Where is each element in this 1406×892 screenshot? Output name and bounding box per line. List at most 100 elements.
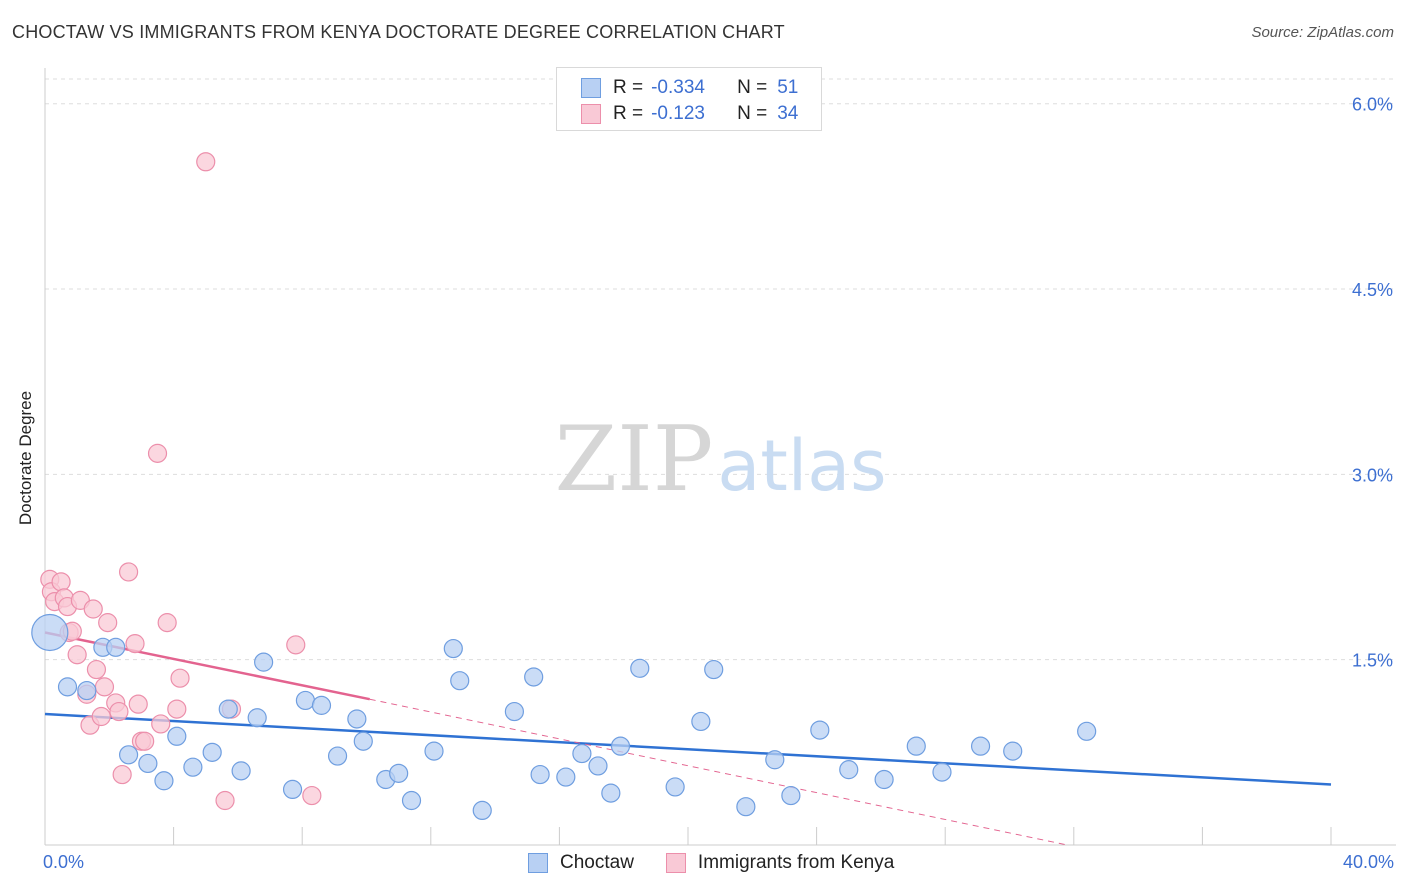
kenya-point bbox=[98, 613, 118, 633]
choctaw-point bbox=[231, 761, 251, 781]
series-name-choctaw: Choctaw bbox=[560, 852, 634, 873]
choctaw-point bbox=[167, 726, 187, 746]
series-name-kenya: Immigrants from Kenya bbox=[697, 852, 895, 873]
choctaw-point bbox=[691, 711, 711, 732]
choctaw-point bbox=[450, 671, 470, 691]
legend-row-choctaw: R = -0.334 N = 51 bbox=[581, 76, 798, 100]
legend-n-value: 51 bbox=[777, 77, 799, 98]
choctaw-point bbox=[183, 757, 203, 777]
choctaw-point bbox=[202, 742, 222, 762]
choctaw-point bbox=[765, 750, 785, 770]
series-legend-choctaw[interactable]: Choctaw bbox=[528, 852, 634, 874]
kenya-point bbox=[147, 443, 168, 463]
choctaw-point bbox=[57, 677, 78, 697]
legend-r-label: R = bbox=[613, 77, 644, 98]
choctaw-point bbox=[874, 769, 894, 790]
kenya-point bbox=[91, 706, 111, 727]
kenya-point bbox=[118, 562, 139, 582]
choctaw-point bbox=[401, 790, 422, 811]
choctaw-point bbox=[118, 745, 139, 765]
choctaw-point bbox=[601, 783, 621, 803]
chart-title: CHOCTAW VS IMMIGRANTS FROM KENYA DOCTORA… bbox=[12, 22, 785, 42]
choctaw-point bbox=[472, 800, 492, 821]
kenya-point bbox=[196, 152, 216, 172]
legend-r-label: R = bbox=[613, 103, 644, 124]
choctaw-point bbox=[906, 736, 926, 756]
kenya-point bbox=[51, 572, 71, 592]
choctaw-point bbox=[630, 658, 650, 678]
choctaw-point bbox=[218, 699, 238, 719]
y-tick-label: 3.0% bbox=[1352, 465, 1393, 485]
choctaw-point bbox=[610, 736, 631, 756]
kenya-point bbox=[215, 790, 235, 811]
trend-layer bbox=[44, 631, 1332, 846]
legend-r-value: -0.334 bbox=[651, 77, 705, 98]
legend-r-value: -0.123 bbox=[651, 103, 705, 124]
choctaw-point bbox=[327, 746, 348, 766]
choctaw-point bbox=[347, 709, 367, 729]
choctaw-point bbox=[282, 779, 303, 800]
kenya-point bbox=[135, 731, 155, 751]
y-tick-labels: 1.5% 3.0% 4.5% 6.0% bbox=[1352, 95, 1393, 671]
kenya-point bbox=[167, 699, 187, 719]
choctaw-point bbox=[970, 736, 991, 756]
choctaw-point bbox=[665, 777, 685, 797]
kenya-point bbox=[286, 635, 306, 655]
choctaw-point bbox=[154, 771, 174, 791]
choctaw-point bbox=[556, 767, 576, 787]
y-axis-title-wrap: Doctorate Degree bbox=[16, 324, 36, 525]
points-layer bbox=[31, 152, 1097, 821]
choctaw-point bbox=[781, 785, 801, 806]
choctaw-point bbox=[106, 637, 126, 657]
choctaw-point bbox=[810, 720, 830, 740]
y-tick-label: 1.5% bbox=[1352, 651, 1393, 671]
kenya-point bbox=[151, 714, 171, 734]
kenya-point bbox=[109, 701, 129, 722]
choctaw-point bbox=[295, 690, 316, 711]
choctaw-point bbox=[443, 638, 463, 659]
y-tick-label: 6.0% bbox=[1352, 95, 1393, 115]
choctaw-point bbox=[588, 756, 608, 776]
legend-n-label: N = bbox=[737, 103, 768, 124]
choctaw-point bbox=[247, 708, 267, 728]
kenya-point bbox=[83, 599, 103, 619]
choctaw-point bbox=[736, 797, 756, 817]
choctaw-point bbox=[31, 613, 69, 652]
series-legend-kenya[interactable]: Immigrants from Kenya bbox=[665, 852, 895, 874]
choctaw-point bbox=[504, 701, 524, 722]
watermark-zip: ZIP bbox=[555, 407, 714, 512]
legend-swatch-choctaw bbox=[581, 78, 601, 98]
choctaw-point bbox=[424, 741, 444, 761]
kenya-point bbox=[67, 645, 87, 665]
series-legend: Choctaw Immigrants from Kenya bbox=[528, 852, 926, 874]
choctaw-point bbox=[839, 760, 859, 780]
series-swatch-kenya bbox=[665, 853, 686, 873]
legend-n-value: 34 bbox=[777, 103, 799, 124]
y-tick-label: 4.5% bbox=[1352, 280, 1393, 300]
y-axis-title: Doctorate Degree bbox=[16, 390, 35, 526]
choctaw-point bbox=[572, 743, 592, 764]
series-swatch-choctaw bbox=[528, 853, 548, 873]
x-tick-label-min: 0.0% bbox=[43, 852, 85, 872]
grid-layer bbox=[45, 78, 1396, 661]
watermark: ZIP atlas bbox=[555, 407, 887, 512]
choctaw-point bbox=[932, 762, 952, 782]
kenya-point bbox=[94, 677, 115, 697]
legend-n-label: N = bbox=[737, 77, 768, 98]
kenya-point bbox=[157, 613, 177, 633]
source-label: Source: ZipAtlas.com bbox=[1251, 24, 1394, 41]
kenya-point bbox=[125, 634, 145, 654]
choctaw-point bbox=[77, 680, 97, 701]
kenya-point bbox=[112, 764, 132, 785]
kenya-point bbox=[86, 659, 107, 680]
choctaw-point bbox=[254, 652, 274, 672]
choctaw-point bbox=[1003, 741, 1023, 761]
choctaw-point bbox=[1077, 721, 1097, 741]
choctaw-point bbox=[524, 667, 544, 687]
kenya-point bbox=[302, 785, 322, 806]
legend-row-kenya: R = -0.123 N = 34 bbox=[581, 102, 798, 126]
stats-legend: R = -0.334 N = 51 R = -0.123 N = 34 bbox=[556, 67, 822, 131]
trend-line-kenya-extension bbox=[369, 698, 1068, 846]
legend-swatch-kenya bbox=[581, 104, 601, 124]
